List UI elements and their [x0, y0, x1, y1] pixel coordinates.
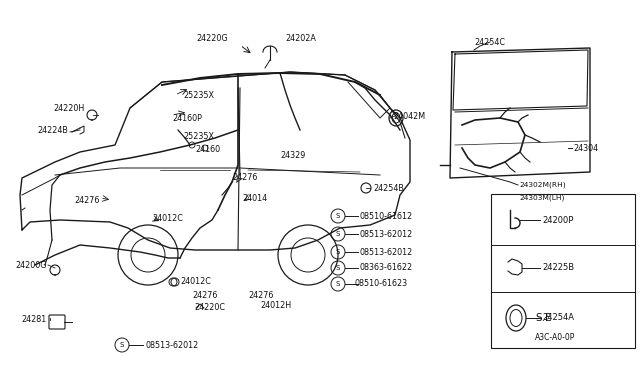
- Text: 24012C: 24012C: [180, 278, 211, 286]
- Text: 24254A: 24254A: [542, 314, 574, 323]
- Text: 08513-62012: 08513-62012: [360, 230, 413, 238]
- Text: 24012C: 24012C: [152, 214, 183, 222]
- Text: 24012H: 24012H: [260, 301, 291, 311]
- Text: 24303M(LH): 24303M(LH): [519, 195, 564, 201]
- Text: 24302M(RH): 24302M(RH): [519, 182, 566, 188]
- Text: 24042M: 24042M: [393, 112, 425, 121]
- Text: 24220C: 24220C: [194, 304, 225, 312]
- Text: 24224B: 24224B: [37, 125, 68, 135]
- Text: 24254B: 24254B: [373, 183, 404, 192]
- Text: 24160P: 24160P: [172, 113, 202, 122]
- Text: 24254C: 24254C: [474, 38, 505, 46]
- Text: 24329: 24329: [280, 151, 305, 160]
- Text: 24304: 24304: [573, 144, 598, 153]
- Text: S: S: [120, 342, 124, 348]
- Text: 24160: 24160: [195, 144, 220, 154]
- Text: S: S: [336, 249, 340, 255]
- Text: 24276: 24276: [192, 291, 218, 299]
- Text: 24220G: 24220G: [196, 33, 228, 42]
- Bar: [491, 194, 635, 348]
- Text: 08363-61622: 08363-61622: [360, 263, 413, 273]
- FancyBboxPatch shape: [49, 315, 65, 329]
- Text: 24276: 24276: [75, 196, 100, 205]
- Text: 25235X: 25235X: [183, 90, 214, 99]
- Text: 24281: 24281: [22, 315, 47, 324]
- Text: 08513-62012: 08513-62012: [360, 247, 413, 257]
- Text: 24276: 24276: [248, 291, 273, 299]
- Text: 24200G: 24200G: [15, 260, 47, 269]
- Text: 24200P: 24200P: [542, 215, 573, 224]
- Text: S.E: S.E: [535, 313, 552, 323]
- Text: 24014: 24014: [242, 193, 267, 202]
- Text: S: S: [336, 265, 340, 271]
- Text: 08513-62012: 08513-62012: [145, 340, 198, 350]
- Text: 24276: 24276: [232, 173, 257, 182]
- Text: S: S: [336, 231, 340, 237]
- Text: 24202A: 24202A: [285, 33, 316, 42]
- Text: S: S: [336, 281, 340, 287]
- Text: 08510-61623: 08510-61623: [355, 279, 408, 289]
- Text: 25235X: 25235X: [183, 131, 214, 141]
- Text: 08510-61612: 08510-61612: [360, 212, 413, 221]
- Text: 24225B: 24225B: [542, 263, 574, 273]
- Text: A3C-A0-0P: A3C-A0-0P: [535, 334, 575, 343]
- Text: 24220H: 24220H: [54, 103, 85, 112]
- Text: S: S: [336, 213, 340, 219]
